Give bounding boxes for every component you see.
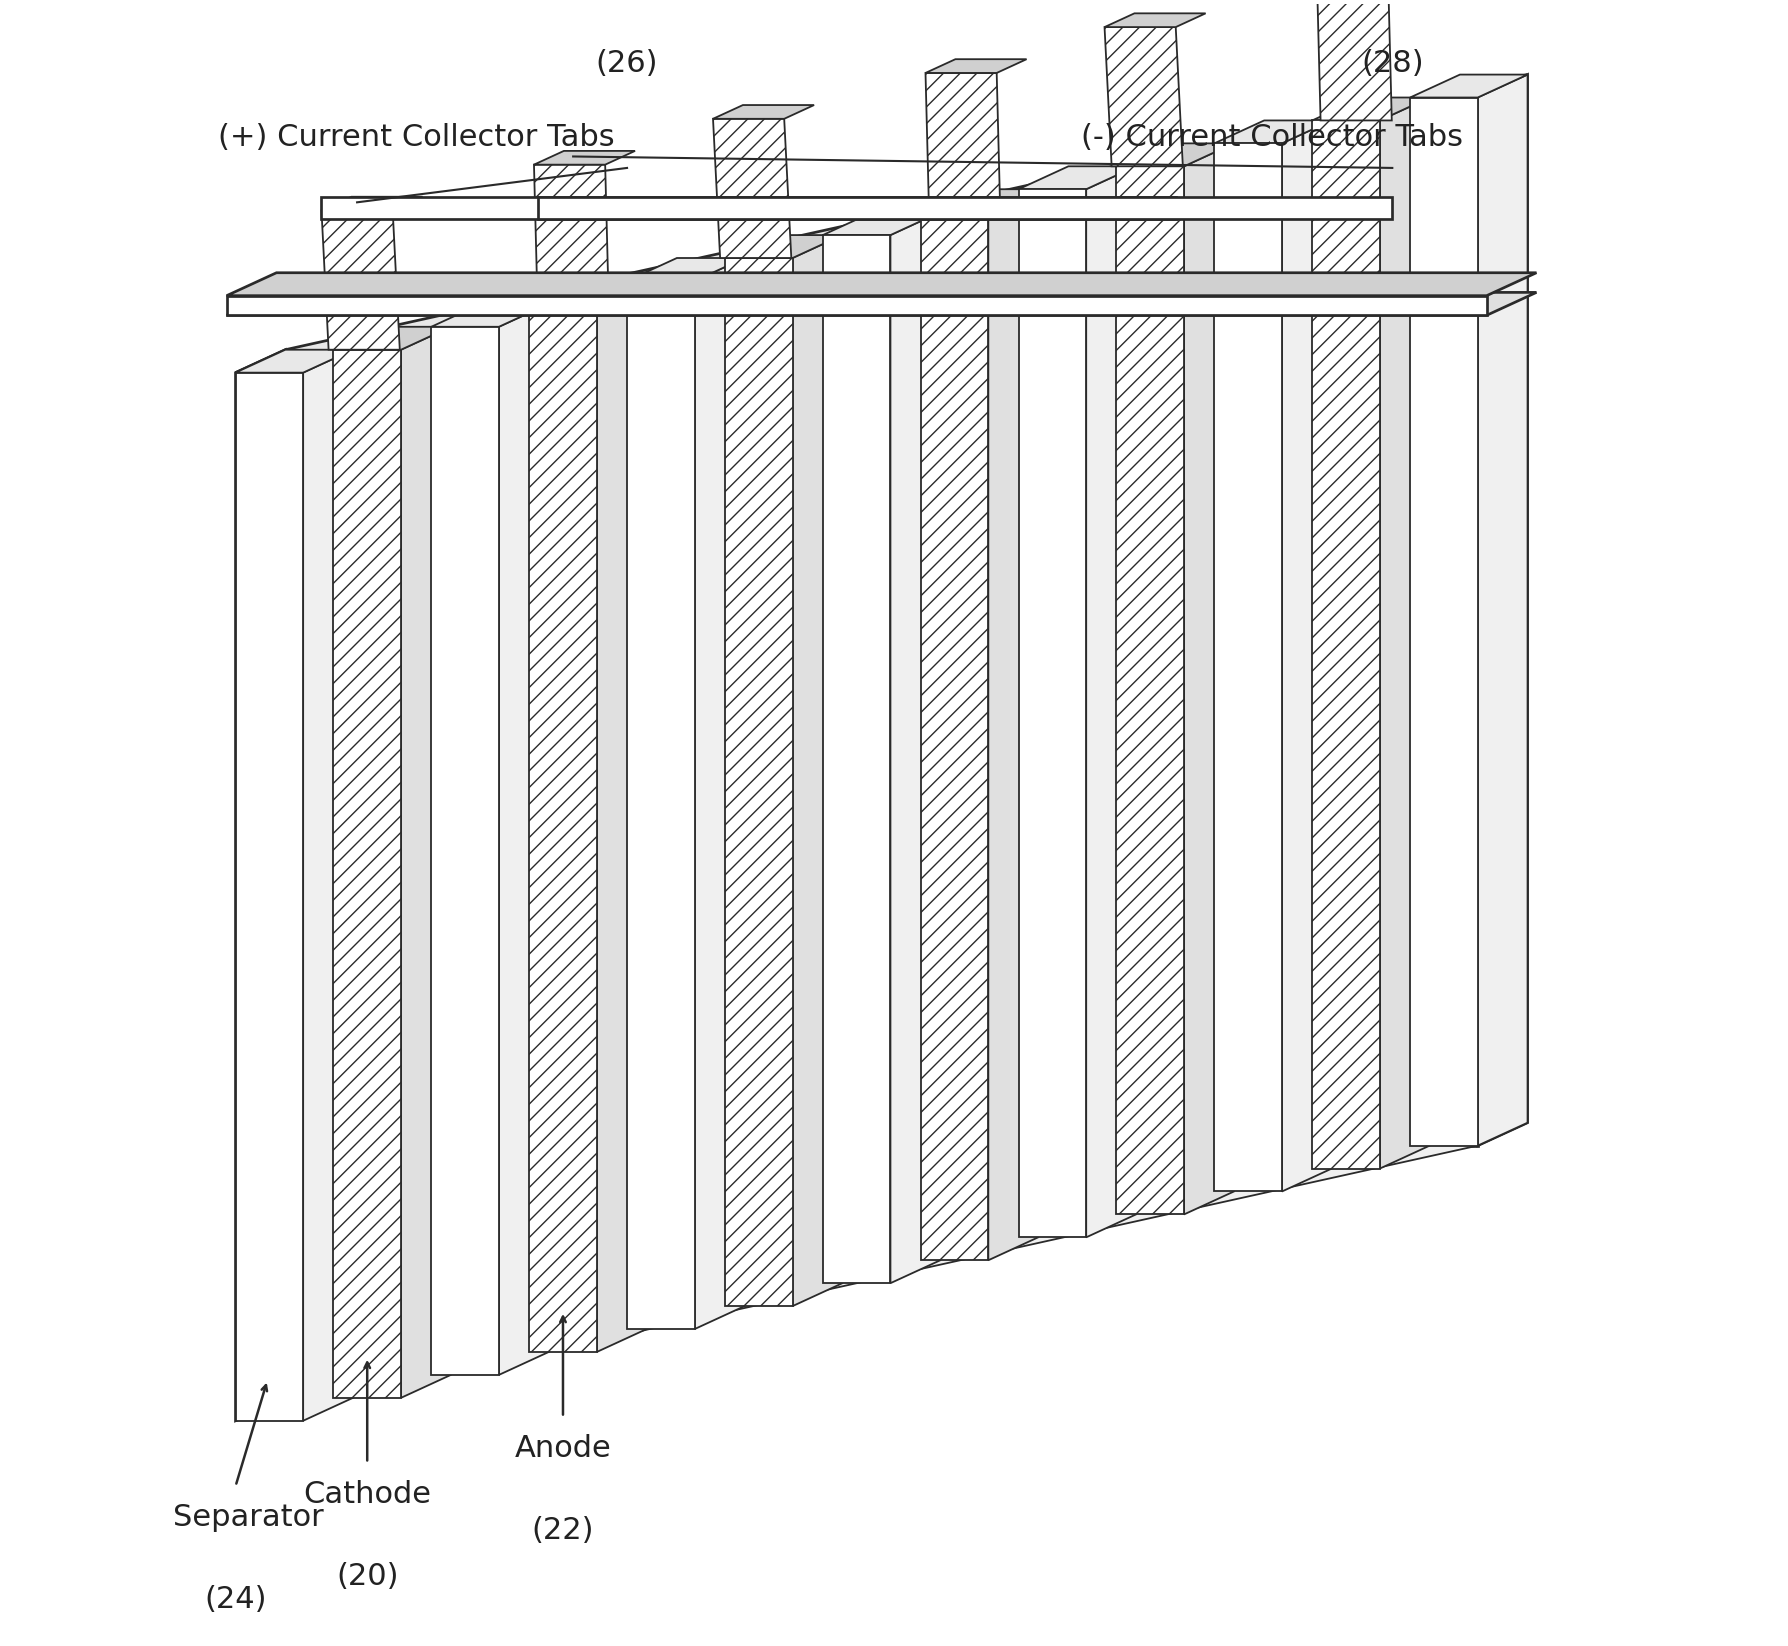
Polygon shape: [236, 349, 286, 1420]
Polygon shape: [1477, 74, 1527, 1146]
Polygon shape: [1184, 143, 1234, 1215]
Polygon shape: [989, 189, 1039, 1261]
Text: (-) Current Collector Tabs: (-) Current Collector Tabs: [1082, 122, 1463, 151]
Text: (22): (22): [531, 1516, 594, 1544]
Polygon shape: [236, 349, 352, 372]
Polygon shape: [236, 372, 304, 1420]
Polygon shape: [227, 273, 1536, 296]
Polygon shape: [628, 281, 696, 1328]
Polygon shape: [628, 258, 744, 281]
Polygon shape: [322, 211, 401, 349]
Polygon shape: [1116, 143, 1234, 166]
Polygon shape: [713, 105, 814, 119]
Polygon shape: [792, 235, 842, 1307]
Polygon shape: [1214, 143, 1282, 1192]
Polygon shape: [1019, 189, 1085, 1238]
Text: Cathode: Cathode: [304, 1480, 431, 1509]
Text: Anode: Anode: [515, 1434, 611, 1463]
Polygon shape: [322, 198, 422, 211]
Polygon shape: [304, 349, 352, 1420]
Polygon shape: [822, 212, 940, 235]
Polygon shape: [713, 119, 792, 258]
Polygon shape: [1411, 74, 1527, 97]
Polygon shape: [696, 258, 744, 1328]
Polygon shape: [538, 198, 1391, 219]
Polygon shape: [1105, 13, 1205, 26]
Text: (+) Current Collector Tabs: (+) Current Collector Tabs: [218, 122, 615, 151]
Polygon shape: [529, 305, 597, 1351]
Text: (20): (20): [336, 1562, 399, 1590]
Polygon shape: [1214, 120, 1332, 143]
Polygon shape: [333, 328, 451, 349]
Text: (24): (24): [204, 1585, 266, 1613]
Polygon shape: [1312, 120, 1380, 1169]
Polygon shape: [1380, 97, 1430, 1169]
Polygon shape: [597, 281, 647, 1351]
Polygon shape: [1282, 120, 1332, 1192]
Polygon shape: [1085, 166, 1135, 1238]
Polygon shape: [227, 296, 1486, 316]
Polygon shape: [921, 189, 1039, 212]
Polygon shape: [921, 212, 989, 1261]
Polygon shape: [724, 258, 792, 1307]
Polygon shape: [1411, 97, 1477, 1146]
Polygon shape: [1318, 0, 1391, 120]
Polygon shape: [322, 198, 1177, 219]
Polygon shape: [333, 349, 401, 1397]
Polygon shape: [236, 74, 1527, 372]
Polygon shape: [236, 1123, 1527, 1420]
Polygon shape: [1477, 74, 1527, 1146]
Polygon shape: [499, 305, 549, 1374]
Text: (28): (28): [1361, 49, 1423, 77]
Text: (26): (26): [595, 49, 658, 77]
Polygon shape: [890, 212, 940, 1284]
Polygon shape: [227, 293, 1536, 316]
Polygon shape: [926, 72, 999, 212]
Polygon shape: [535, 165, 608, 305]
Polygon shape: [1116, 166, 1184, 1215]
Polygon shape: [1019, 166, 1135, 189]
Polygon shape: [431, 328, 499, 1374]
Polygon shape: [724, 235, 842, 258]
Text: Separator: Separator: [173, 1503, 324, 1532]
Polygon shape: [535, 151, 635, 165]
Polygon shape: [1105, 26, 1184, 166]
Polygon shape: [1312, 97, 1430, 120]
Polygon shape: [431, 305, 549, 328]
Polygon shape: [1411, 97, 1477, 1146]
Polygon shape: [529, 281, 647, 305]
Polygon shape: [926, 59, 1026, 72]
Polygon shape: [401, 328, 451, 1397]
Polygon shape: [822, 235, 890, 1284]
